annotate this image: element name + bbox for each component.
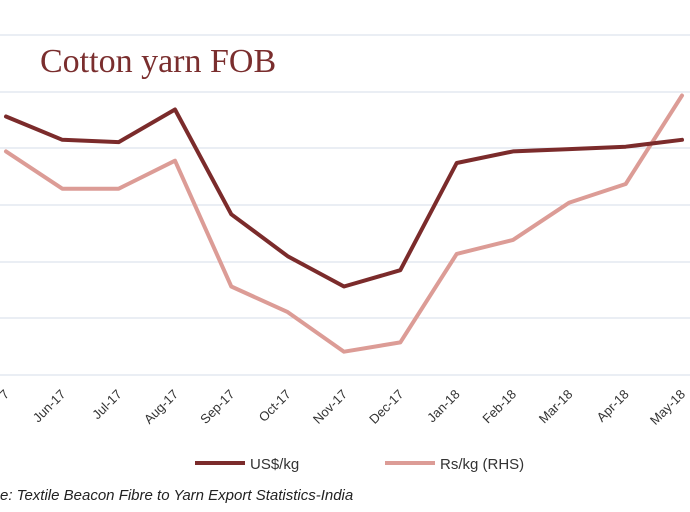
legend: US$/kg Rs/kg (RHS) bbox=[195, 456, 524, 473]
x-tick-label: 7 bbox=[0, 387, 12, 403]
x-tick-label: Nov-17 bbox=[310, 387, 350, 427]
legend-label-rs: Rs/kg (RHS) bbox=[440, 456, 524, 473]
gridlines bbox=[0, 34, 690, 376]
x-tick-label: Oct-17 bbox=[256, 387, 294, 425]
x-tick-label: May-18 bbox=[647, 387, 688, 428]
x-tick-label: Aug-17 bbox=[141, 387, 181, 427]
x-tick-label: Jun-17 bbox=[30, 387, 69, 426]
series-line-rs bbox=[4, 93, 684, 354]
x-tick-label: Apr-18 bbox=[594, 387, 632, 425]
series-line-usd bbox=[4, 107, 684, 289]
x-tick-label: Feb-18 bbox=[479, 387, 519, 427]
x-tick-label: Mar-18 bbox=[536, 387, 576, 427]
x-tick-label: Jan-18 bbox=[424, 387, 463, 426]
series-layer bbox=[4, 93, 684, 354]
x-axis-ticks: 7 Jun-17 Jul-17 Aug-17 Sep-17 Oct-17 Nov-17 Dec… bbox=[0, 387, 688, 428]
legend-label-usd: US$/kg bbox=[250, 456, 299, 473]
x-tick-label: Dec-17 bbox=[366, 387, 406, 427]
chart-title: Cotton yarn FOB bbox=[40, 43, 276, 80]
source-note: e: Textile Beacon Fibre to Yarn Export S… bbox=[0, 487, 353, 504]
x-tick-label: Sep-17 bbox=[197, 387, 237, 427]
x-tick-label: Jul-17 bbox=[89, 387, 125, 423]
